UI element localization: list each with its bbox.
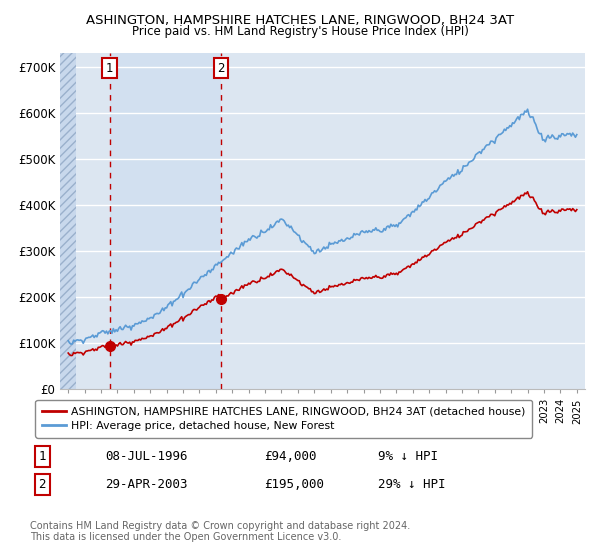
Text: 08-JUL-1996: 08-JUL-1996	[105, 450, 187, 463]
Text: 29-APR-2003: 29-APR-2003	[105, 478, 187, 491]
Text: Contains HM Land Registry data © Crown copyright and database right 2024.
This d: Contains HM Land Registry data © Crown c…	[30, 521, 410, 543]
Text: Price paid vs. HM Land Registry's House Price Index (HPI): Price paid vs. HM Land Registry's House …	[131, 25, 469, 38]
Text: 1: 1	[38, 450, 46, 463]
Text: £94,000: £94,000	[264, 450, 317, 463]
Text: 9% ↓ HPI: 9% ↓ HPI	[378, 450, 438, 463]
Bar	[110, 53, 221, 389]
Text: £195,000: £195,000	[264, 478, 324, 491]
Text: 1: 1	[106, 62, 113, 74]
Text: 2: 2	[38, 478, 46, 491]
Text: 29% ↓ HPI: 29% ↓ HPI	[378, 478, 445, 491]
Text: ASHINGTON, HAMPSHIRE HATCHES LANE, RINGWOOD, BH24 3AT: ASHINGTON, HAMPSHIRE HATCHES LANE, RINGW…	[86, 14, 514, 27]
Legend: ASHINGTON, HAMPSHIRE HATCHES LANE, RINGWOOD, BH24 3AT (detached house), HPI: Ave: ASHINGTON, HAMPSHIRE HATCHES LANE, RINGW…	[35, 400, 532, 437]
Text: 2: 2	[218, 62, 225, 74]
